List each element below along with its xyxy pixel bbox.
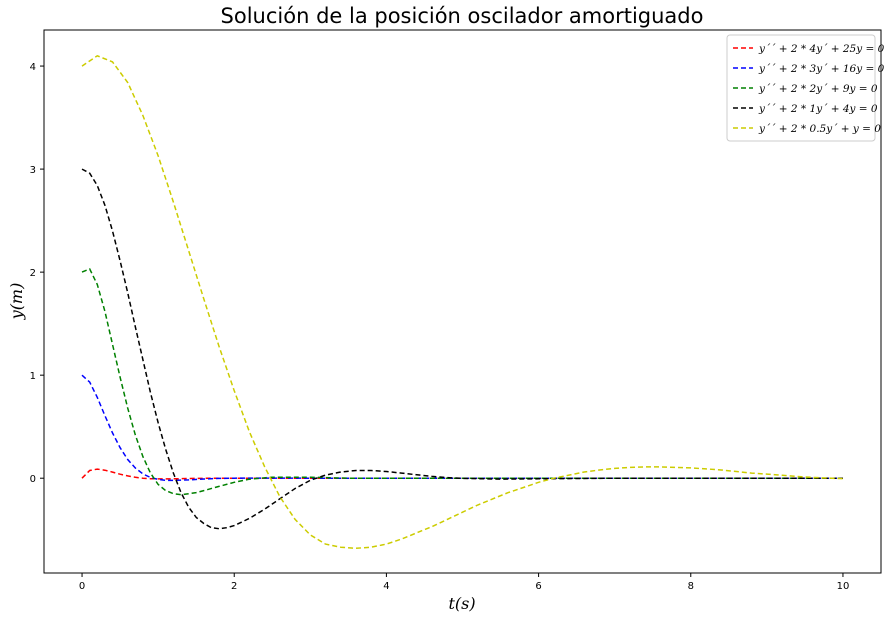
x-tick-label: 6	[535, 581, 541, 592]
legend-entry: y´´ + 2 * 0.5y´ + y = 0	[758, 123, 881, 135]
y-axis-label: y(m)	[7, 283, 26, 321]
x-tick-label: 0	[79, 581, 85, 592]
x-tick-label: 10	[837, 581, 850, 592]
legend: y´´ + 2 * 4y´ + 25y = 0 y´´ + 2 * 3y´ + 1…	[726, 34, 885, 142]
legend-entry: y´´ + 2 * 1y´ + 4y = 0	[758, 103, 878, 115]
series-line-3	[81, 268, 843, 496]
x-tick-label: 2	[231, 581, 237, 592]
y-tick-label: 4	[30, 62, 36, 73]
legend-entry: y´´ + 2 * 2y´ + 9y = 0	[758, 83, 878, 95]
y-tick-label: 3	[30, 165, 36, 176]
chart-title: Solución de la posición oscilador amorti…	[221, 4, 704, 28]
legend-entry: y´´ + 2 * 4y´ + 25y = 0	[758, 43, 885, 55]
x-tick-label: 8	[688, 581, 694, 592]
y-tick-label: 1	[30, 371, 36, 382]
x-axis-label: t(s)	[448, 594, 475, 613]
legend-entry: y´´ + 2 * 3y´ + 16y = 0	[758, 63, 885, 75]
y-tick-label: 2	[30, 268, 36, 279]
x-tick-label: 4	[383, 581, 389, 592]
axis-ticks: 0 2 4 6 8 10 0 1 2 3 4	[30, 62, 850, 592]
series-line-5	[81, 54, 844, 550]
plot-area	[81, 54, 844, 550]
plot-frame	[43, 29, 882, 574]
legend-box	[726, 34, 876, 142]
y-tick-label: 0	[30, 474, 36, 485]
series-line-4	[81, 168, 843, 530]
